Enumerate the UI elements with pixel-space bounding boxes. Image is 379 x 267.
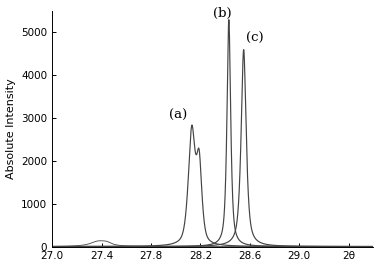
Text: (b): (b) xyxy=(213,7,232,20)
Text: (a): (a) xyxy=(169,109,187,122)
Text: (c): (c) xyxy=(246,32,264,45)
Y-axis label: Absolute Intensity: Absolute Intensity xyxy=(6,78,16,179)
